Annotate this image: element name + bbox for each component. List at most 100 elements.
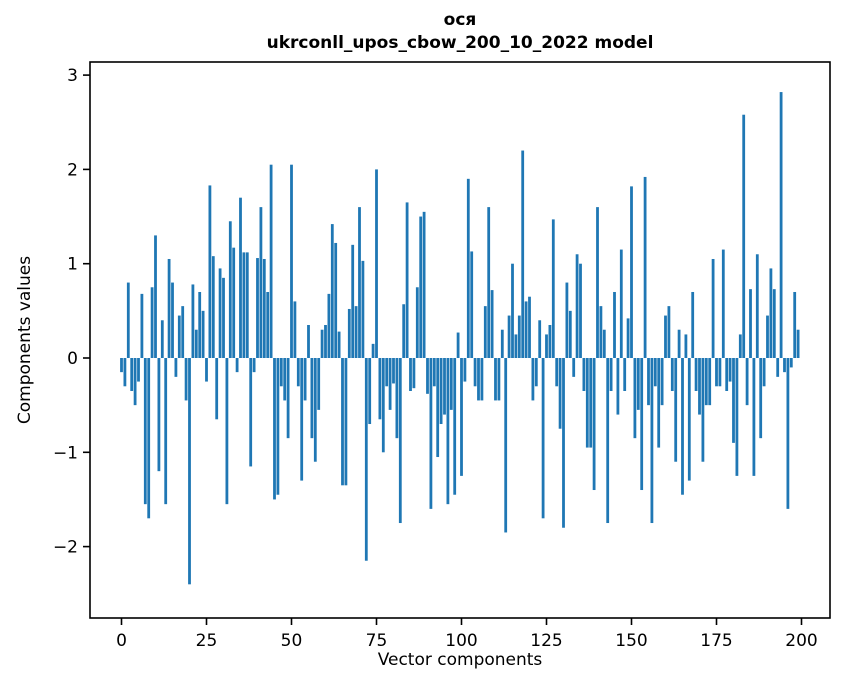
bar xyxy=(120,358,123,373)
bar xyxy=(626,318,630,358)
bar xyxy=(487,207,491,358)
bar xyxy=(701,358,705,462)
bar xyxy=(789,358,793,368)
bar xyxy=(786,358,790,509)
bar xyxy=(582,358,586,391)
bar xyxy=(398,358,402,524)
bar xyxy=(198,291,202,358)
bar xyxy=(409,358,412,391)
bar xyxy=(749,289,752,358)
x-tick-label: 175 xyxy=(700,631,732,651)
bar xyxy=(745,358,749,406)
bar xyxy=(565,282,569,358)
bar xyxy=(415,287,419,358)
bar xyxy=(293,301,297,358)
bar xyxy=(759,358,763,439)
bar xyxy=(657,358,661,448)
bar xyxy=(188,358,191,585)
bar xyxy=(548,325,552,358)
bar xyxy=(470,251,474,358)
bar xyxy=(249,358,253,467)
bar xyxy=(279,358,283,387)
bar xyxy=(334,242,338,358)
bar xyxy=(779,92,783,358)
bar xyxy=(174,358,178,377)
bar xyxy=(429,358,433,509)
bar xyxy=(137,358,140,382)
bar xyxy=(524,301,528,358)
bar xyxy=(684,334,688,358)
bar xyxy=(446,358,450,505)
bar xyxy=(201,310,205,358)
axes-spines xyxy=(89,61,831,619)
x-tick-label: 0 xyxy=(116,631,127,651)
bar xyxy=(630,186,633,358)
bar xyxy=(755,254,759,358)
bar xyxy=(177,315,181,358)
bar xyxy=(623,358,627,391)
bar xyxy=(439,358,443,425)
bar xyxy=(436,358,440,458)
bar xyxy=(303,358,307,401)
bar xyxy=(517,315,521,358)
bar xyxy=(572,358,576,377)
x-tick-label: 50 xyxy=(281,631,303,651)
bar xyxy=(599,306,603,358)
bar xyxy=(300,358,304,481)
bar xyxy=(619,249,623,358)
bar xyxy=(358,207,361,358)
bar xyxy=(167,258,171,359)
bar xyxy=(259,207,263,358)
x-axis-label: Vector components xyxy=(378,650,543,670)
bar xyxy=(715,358,718,387)
bar xyxy=(643,176,647,358)
bar xyxy=(235,358,239,373)
bar xyxy=(667,306,671,358)
bar xyxy=(154,235,157,358)
bar xyxy=(677,329,681,358)
bar xyxy=(171,282,174,358)
bar xyxy=(256,258,259,358)
bar xyxy=(276,358,280,495)
bar xyxy=(691,291,695,358)
bar xyxy=(528,296,531,358)
bar xyxy=(555,358,559,387)
bar xyxy=(674,358,678,462)
bar xyxy=(738,334,742,358)
bar xyxy=(375,169,378,358)
bar xyxy=(742,114,746,359)
bar xyxy=(337,331,341,358)
bar xyxy=(704,358,708,406)
bar xyxy=(133,358,137,406)
bar xyxy=(511,263,514,358)
bar xyxy=(191,284,195,358)
bar xyxy=(725,358,729,391)
bar xyxy=(500,329,504,358)
bar xyxy=(222,277,225,359)
bars xyxy=(120,92,800,585)
bar xyxy=(310,358,314,439)
bar xyxy=(361,260,365,358)
bar xyxy=(419,216,423,358)
bar xyxy=(211,256,215,358)
bar xyxy=(160,320,164,358)
bar xyxy=(405,202,409,358)
chart-title-word: ося xyxy=(444,10,477,30)
bar xyxy=(752,358,756,476)
bar xyxy=(776,358,780,377)
bar xyxy=(681,358,684,495)
x-tick-label: 200 xyxy=(785,631,817,651)
bar xyxy=(640,358,644,491)
bar xyxy=(453,358,457,495)
bar xyxy=(218,268,222,358)
bar xyxy=(126,282,130,358)
bar xyxy=(562,358,565,528)
bar xyxy=(317,358,321,410)
bar xyxy=(392,358,395,384)
bar xyxy=(545,334,548,358)
bar xyxy=(783,358,786,373)
y-axis-label: Components values xyxy=(15,256,35,424)
bar xyxy=(718,358,722,387)
